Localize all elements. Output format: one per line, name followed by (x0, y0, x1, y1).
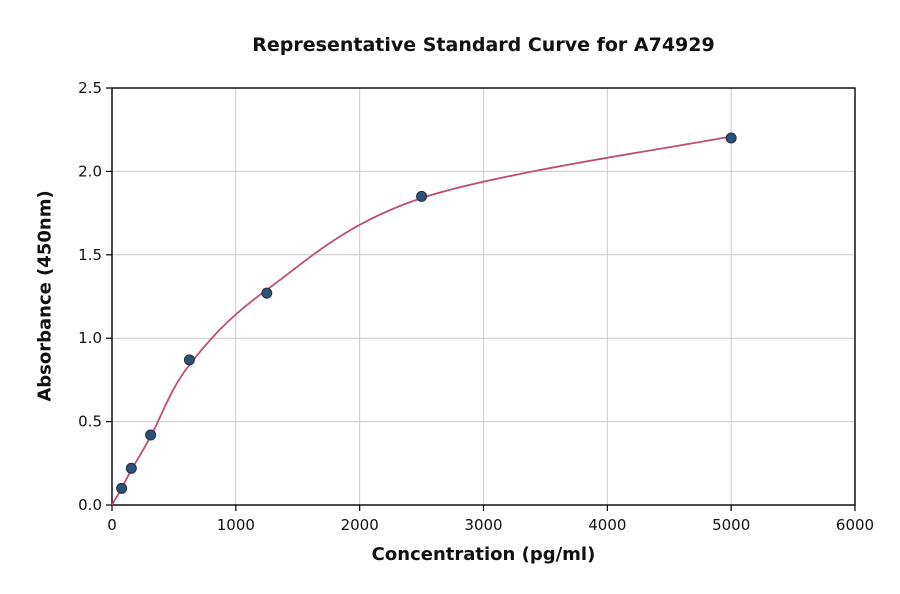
x-tick-label: 6000 (836, 516, 874, 534)
y-tick-label: 0.0 (78, 496, 102, 514)
chart-title: Representative Standard Curve for A74929 (252, 34, 715, 56)
x-tick-label: 4000 (588, 516, 626, 534)
fit-curve (111, 135, 732, 506)
x-tick-label: 0 (107, 516, 117, 534)
data-point (183, 354, 195, 366)
x-axis-label: Concentration (pg/ml) (371, 544, 596, 565)
y-axis-ticks: 0.0 0.5 1.0 1.5 2.0 2.5 (78, 79, 112, 514)
y-tick-label: 0.5 (78, 413, 102, 431)
y-axis-label: Absorbance (450nm) (34, 190, 56, 402)
x-axis-ticks: 0 1000 2000 3000 4000 5000 6000 (107, 505, 874, 534)
x-tick-label: 1000 (217, 516, 255, 534)
y-tick-label: 2.0 (78, 162, 102, 180)
x-tick-label: 3000 (464, 516, 502, 534)
y-tick-label: 1.5 (78, 246, 102, 264)
data-point (725, 132, 737, 144)
y-tick-label: 2.5 (78, 79, 102, 97)
y-tick-label: 1.0 (78, 329, 102, 347)
data-point (116, 482, 128, 494)
x-tick-label: 2000 (341, 516, 379, 534)
data-point (145, 429, 157, 441)
data-point (416, 190, 428, 202)
data-point (125, 462, 137, 474)
data-point (261, 287, 273, 299)
x-tick-label: 5000 (712, 516, 750, 534)
grid-lines (111, 87, 856, 506)
plot-border (111, 87, 856, 506)
standard-points (116, 132, 737, 494)
